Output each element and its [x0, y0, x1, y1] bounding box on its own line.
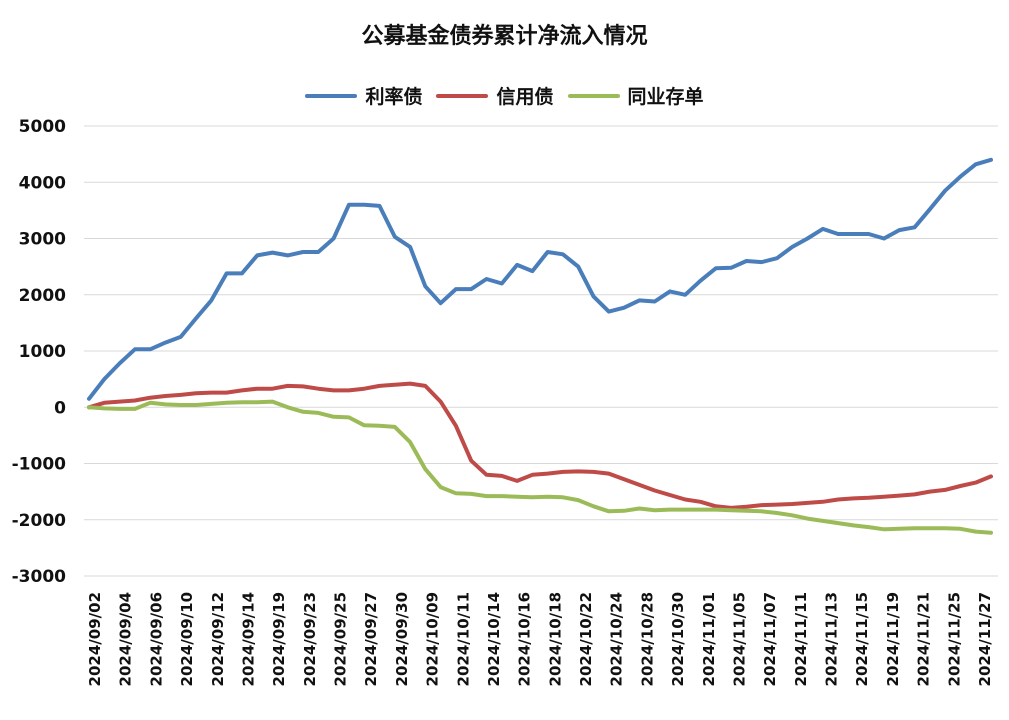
x-tick-label: 2024/09/04: [117, 592, 135, 686]
legend-swatch-ncd: [567, 93, 620, 98]
x-tick-label: 2024/10/28: [638, 592, 656, 686]
y-tick-label: 2000: [19, 286, 66, 306]
legend: 利率债 信用债 同业存单: [0, 82, 1009, 109]
x-tick-label: 2024/09/12: [209, 592, 227, 686]
x-tick-label: 2024/09/14: [239, 592, 257, 686]
x-tick-label: 2024/09/23: [301, 592, 319, 686]
series-line-0: [87, 157, 993, 401]
x-tick-label: 2024/09/06: [147, 592, 165, 686]
series-lines: [87, 157, 993, 535]
gridlines: [84, 125, 998, 577]
y-tick-label: 1000: [19, 342, 66, 362]
y-tick-label: -3000: [12, 567, 67, 587]
x-tick-label: 2024/11/25: [945, 592, 963, 686]
x-tick-label: 2024/11/01: [700, 592, 718, 686]
y-axis: 5000 4000 3000 2000 1000 0 -1000 -2000 -3000: [12, 117, 67, 587]
y-tick-label: -1000: [12, 455, 67, 475]
legend-swatch-credit-bond: [436, 93, 489, 98]
x-tick-label: 2024/11/21: [915, 592, 933, 686]
legend-label-ncd: 同业存单: [627, 86, 704, 108]
x-tick-label: 2024/10/22: [577, 592, 595, 686]
x-tick-label: 2024/10/18: [546, 592, 564, 686]
y-tick-label: 5000: [19, 117, 66, 137]
x-tick-label: 2024/09/27: [362, 592, 380, 686]
y-tick-label: 4000: [19, 173, 66, 193]
x-tick-label: 2024/11/05: [730, 592, 748, 686]
x-tick-label: 2024/09/25: [332, 592, 350, 686]
x-tick-label: 2024/10/11: [454, 592, 472, 686]
x-tick-label: 2024/09/30: [393, 592, 411, 686]
x-tick-label: 2024/10/09: [424, 592, 442, 686]
legend-item-ncd: 同业存单: [567, 82, 704, 109]
chart-title: 公募基金债券累计净流入情况: [361, 24, 648, 49]
y-tick-label: 0: [54, 398, 66, 418]
legend-label-rate-bond: 利率债: [365, 86, 423, 108]
x-tick-label: 2024/10/24: [608, 592, 626, 686]
legend-label-credit-bond: 信用债: [496, 86, 554, 108]
y-tick-label: 3000: [19, 230, 66, 250]
x-tick-label: 2024/11/07: [761, 592, 779, 686]
x-tick-label: 2024/09/02: [86, 592, 104, 686]
x-tick-label: 2024/11/11: [792, 592, 810, 686]
x-tick-label: 2024/10/14: [485, 592, 503, 686]
legend-item-rate-bond: 利率债: [305, 82, 422, 109]
legend-swatch-rate-bond: [305, 93, 358, 98]
x-tick-label: 2024/09/19: [270, 592, 288, 686]
series-line-2: [87, 399, 993, 535]
series-line-1: [87, 381, 993, 510]
legend-item-credit-bond: 信用债: [436, 82, 554, 109]
x-tick-label: 2024/11/13: [823, 592, 841, 686]
x-tick-label: 2024/10/16: [516, 592, 534, 686]
x-tick-label: 2024/10/30: [669, 592, 687, 686]
x-tick-label: 2024/11/15: [853, 592, 871, 686]
y-tick-label: -2000: [12, 511, 67, 531]
x-tick-label: 2024/11/27: [976, 592, 994, 686]
x-tick-label: 2024/09/10: [178, 592, 196, 686]
x-tick-label: 2024/11/19: [884, 592, 902, 686]
x-axis: 2024/09/02 2024/09/04 2024/09/06 2024/09/10…: [86, 592, 994, 686]
